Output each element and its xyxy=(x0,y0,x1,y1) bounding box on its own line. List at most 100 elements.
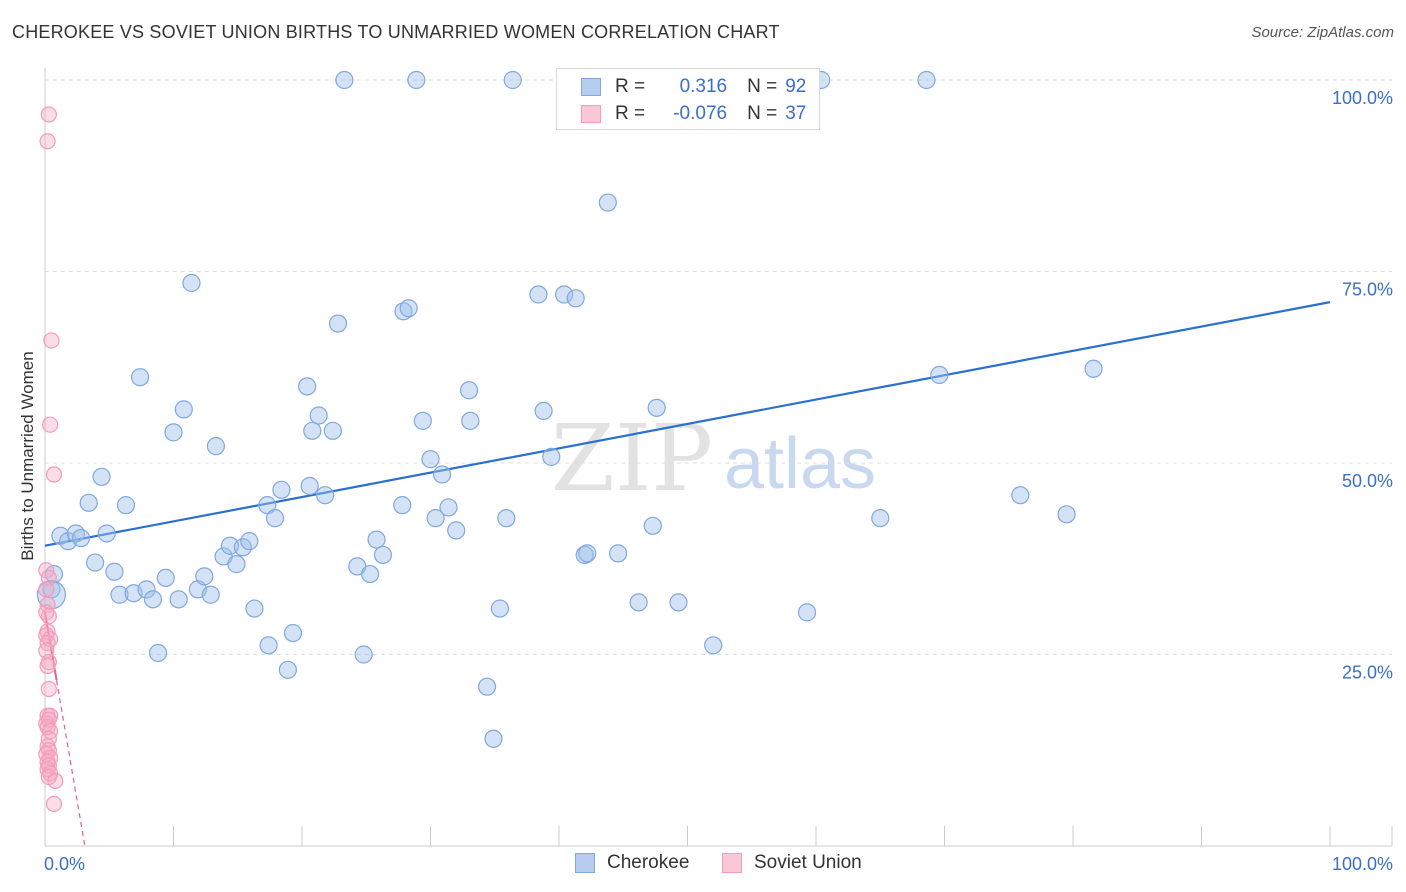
axes xyxy=(44,68,1393,847)
cherokee-point xyxy=(174,400,193,419)
cherokee-point xyxy=(367,530,386,549)
cherokee-point xyxy=(156,568,175,588)
x-tick-label: 0.0% xyxy=(44,854,85,874)
cherokee-points xyxy=(36,70,1103,748)
cherokee-point xyxy=(298,377,317,396)
cherokee-point xyxy=(164,423,183,442)
cherokee-point xyxy=(399,299,418,318)
cherokee-point xyxy=(461,411,480,430)
cherokee-point xyxy=(169,590,188,609)
soviet-union-point xyxy=(45,795,63,812)
legend-label-cherokee: Cherokee xyxy=(607,852,690,873)
cherokee-point xyxy=(240,532,259,551)
cherokee-point xyxy=(300,476,319,496)
y-tick-label: 25.0% xyxy=(1342,663,1393,683)
cherokee-point xyxy=(578,544,597,563)
cherokee-point xyxy=(643,516,662,535)
cherokee-point xyxy=(503,70,522,90)
soviet-union-point xyxy=(40,608,57,625)
legend-row-cherokee: R = 0.316 N = 92 xyxy=(581,75,806,99)
cherokee-point xyxy=(490,599,509,618)
x-tick-label: 100.0% xyxy=(1332,854,1393,874)
cherokee-point xyxy=(316,486,335,505)
legend-n-value: 92 xyxy=(785,76,807,97)
legend-r-label: R = xyxy=(615,103,646,124)
legend-row-soviet-union: R = -0.076 N = 37 xyxy=(581,102,806,126)
y-axis-label: Births to Unmarried Women xyxy=(18,351,37,561)
legend-r-value: 0.316 xyxy=(679,76,728,97)
legend-r-label: R = xyxy=(615,76,646,97)
cherokee-point xyxy=(598,193,617,212)
soviet-union-point xyxy=(40,106,57,123)
cherokee-point xyxy=(1084,359,1103,378)
cherokee-point xyxy=(566,289,585,308)
cherokee-point xyxy=(394,302,413,321)
cherokee-point xyxy=(447,521,466,540)
cherokee-point xyxy=(797,603,817,622)
cherokee-point xyxy=(309,406,328,425)
cherokee-point xyxy=(930,365,949,385)
watermark-zip: ZIP xyxy=(551,405,713,512)
source-credit: Source: ZipAtlas.com xyxy=(1251,24,1394,41)
cherokee-point xyxy=(534,401,553,421)
cherokee-point xyxy=(130,368,150,387)
cherokee-point xyxy=(629,593,648,612)
cherokee-swatch xyxy=(575,853,595,873)
cherokee-point xyxy=(459,381,479,400)
cherokee-point xyxy=(105,562,124,581)
watermark-atlas: atlas xyxy=(724,424,876,504)
cherokee-point xyxy=(1057,505,1076,524)
cherokee-point xyxy=(92,467,111,486)
cherokee-point xyxy=(278,660,297,679)
soviet-union-swatch xyxy=(581,105,601,123)
cherokee-point xyxy=(407,70,426,90)
cherokee-point xyxy=(354,645,373,664)
legend-n-label: N = xyxy=(747,76,778,97)
cherokee-point xyxy=(195,567,214,586)
cherokee-point xyxy=(421,450,440,469)
cherokee-point xyxy=(206,437,226,456)
cherokee-point xyxy=(148,643,168,663)
cherokee-point xyxy=(259,636,278,655)
soviet-union-point xyxy=(39,133,56,150)
cherokee-point xyxy=(426,509,445,528)
cherokee-point xyxy=(335,70,354,90)
cherokee-point xyxy=(432,465,452,484)
cherokee-point xyxy=(477,677,497,696)
cherokee-point xyxy=(328,314,348,333)
cherokee-point xyxy=(439,498,458,517)
legend-n-label: N = xyxy=(747,103,778,124)
zipatlas-watermark: ZIP atlas xyxy=(551,405,876,512)
cherokee-point xyxy=(227,555,246,574)
cherokee-point xyxy=(272,480,291,499)
cherokee-point xyxy=(110,585,129,604)
cherokee-point xyxy=(79,493,98,512)
series-legend: Cherokee Soviet Union xyxy=(0,852,1406,876)
cherokee-point xyxy=(97,524,116,543)
cherokee-point xyxy=(361,564,380,584)
cherokee-point xyxy=(413,411,432,430)
cherokee-point xyxy=(182,273,201,293)
chart-title: CHEROKEE VS SOVIET UNION BIRTHS TO UNMAR… xyxy=(12,22,780,42)
cherokee-point xyxy=(542,447,561,466)
y-tick-label: 100.0% xyxy=(1332,88,1393,108)
cherokee-point xyxy=(484,729,503,748)
cherokee-point xyxy=(609,544,628,563)
cherokee-point xyxy=(704,636,723,655)
legend-item-cherokee[interactable]: Cherokee xyxy=(575,852,689,874)
soviet-union-point xyxy=(39,657,56,675)
soviet-union-point xyxy=(43,332,60,349)
legend-item-soviet-union[interactable]: Soviet Union xyxy=(722,852,862,874)
trend-lines xyxy=(44,301,1331,847)
soviet-union-trend-line-extension xyxy=(55,680,86,847)
cherokee-point xyxy=(201,585,220,604)
cherokee-point xyxy=(555,285,574,304)
cherokee-point xyxy=(871,509,890,528)
cherokee-point xyxy=(323,421,342,440)
cherokee-point xyxy=(137,580,156,599)
legend-label-soviet-union: Soviet Union xyxy=(754,852,862,873)
soviet-union-point xyxy=(42,416,59,433)
legend-r-value: -0.076 xyxy=(673,103,728,124)
y-tick-label: 50.0% xyxy=(1342,471,1393,491)
soviet-union-point xyxy=(45,466,63,483)
